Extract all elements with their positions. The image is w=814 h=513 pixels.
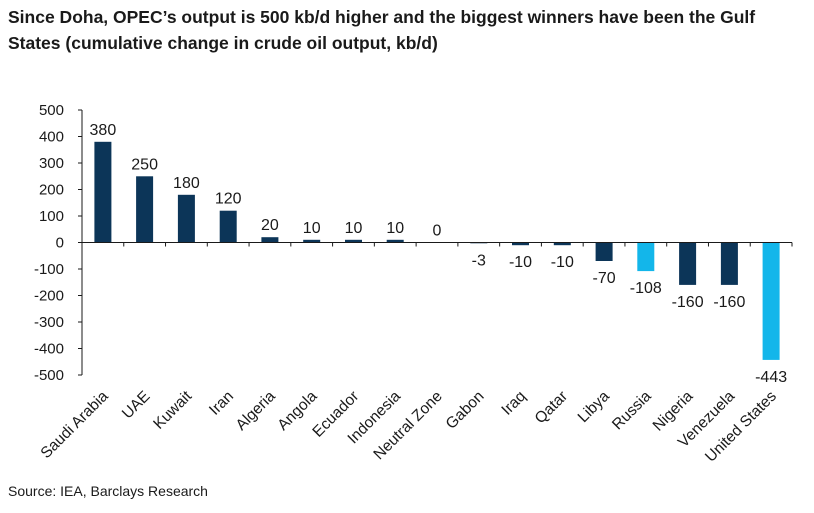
source-note: Source: IEA, Barclays Research (8, 483, 208, 499)
bar-algeria (261, 237, 279, 243)
x-tick-label-libya: Libya (575, 388, 613, 426)
bar-kuwait (177, 194, 195, 243)
data-label-libya: -70 (592, 270, 615, 287)
y-tick-label: 300 (39, 155, 64, 172)
x-tick-label-iraq: Iraq (498, 388, 529, 419)
bar-iraq (512, 242, 529, 246)
y-tick-label: -400 (34, 341, 64, 358)
data-label-iran: 120 (215, 191, 242, 208)
data-label-united-states: -443 (755, 369, 787, 386)
y-tick-label: 400 (39, 129, 64, 146)
bar-angola (303, 239, 321, 243)
y-tick-label: -500 (34, 367, 64, 384)
x-tick-label-qatar: Qatar (532, 388, 571, 427)
bar-nigeria (679, 242, 697, 285)
data-labels: 380 250 180 120 20 10 10 10 0 -3 -10 -10 -70 -108 -160… (90, 122, 788, 386)
x-tick-label-iran: Iran (206, 388, 237, 419)
x-tick-label-saudi-arabia: Saudi Arabia (38, 388, 112, 462)
bar-libya (595, 242, 613, 261)
x-tick-label-russia: Russia (609, 388, 655, 434)
y-tick-label: 200 (39, 182, 64, 199)
data-label-venezuela: -160 (713, 294, 745, 311)
data-label-iraq: -10 (509, 254, 532, 271)
data-label-gabon: -3 (472, 252, 486, 269)
y-tick-label: -200 (34, 288, 64, 305)
bar-russia (637, 242, 655, 272)
data-label-russia: -108 (630, 280, 662, 297)
data-label-qatar: -10 (551, 254, 574, 271)
data-label-algeria: 20 (261, 217, 279, 234)
data-label-saudi-arabia: 380 (90, 122, 117, 139)
data-label-indonesia: 10 (386, 220, 404, 237)
bar-iran (219, 210, 237, 243)
y-tick-label: 0 (56, 235, 64, 252)
data-label-uae: 250 (131, 156, 158, 173)
chart-title: Since Doha, OPEC’s output is 500 kb/d hi… (8, 7, 756, 53)
y-tick-label: 500 (39, 102, 64, 119)
x-tick-label-uae: UAE (119, 388, 154, 423)
bar-ecuador (345, 239, 362, 243)
data-label-ecuador: 10 (345, 220, 363, 237)
x-tick-label-algeria: Algeria (233, 388, 279, 434)
bar-venezuela (720, 242, 738, 285)
data-label-nigeria: -160 (672, 294, 704, 311)
y-tick-label: -300 (34, 314, 64, 331)
bar-qatar (553, 242, 571, 246)
y-tick-label: 100 (39, 208, 64, 225)
bar-series (94, 141, 780, 360)
bar-united-states (762, 242, 780, 360)
data-label-kuwait: 180 (173, 175, 200, 192)
y-tick-label: -100 (34, 261, 64, 278)
y-axis: 500 400 300 200 100 0 -100 -200 -300 -400 -500 (34, 102, 83, 384)
x-tick-label-gabon: Gabon (443, 388, 488, 433)
bar-indonesia (386, 239, 404, 243)
bar-uae (136, 176, 154, 243)
x-tick-label-kuwait: Kuwait (150, 387, 195, 432)
bar-saudi-arabia (94, 141, 112, 243)
data-label-neutral-zone: 0 (433, 223, 442, 240)
data-label-angola: 10 (303, 220, 321, 237)
